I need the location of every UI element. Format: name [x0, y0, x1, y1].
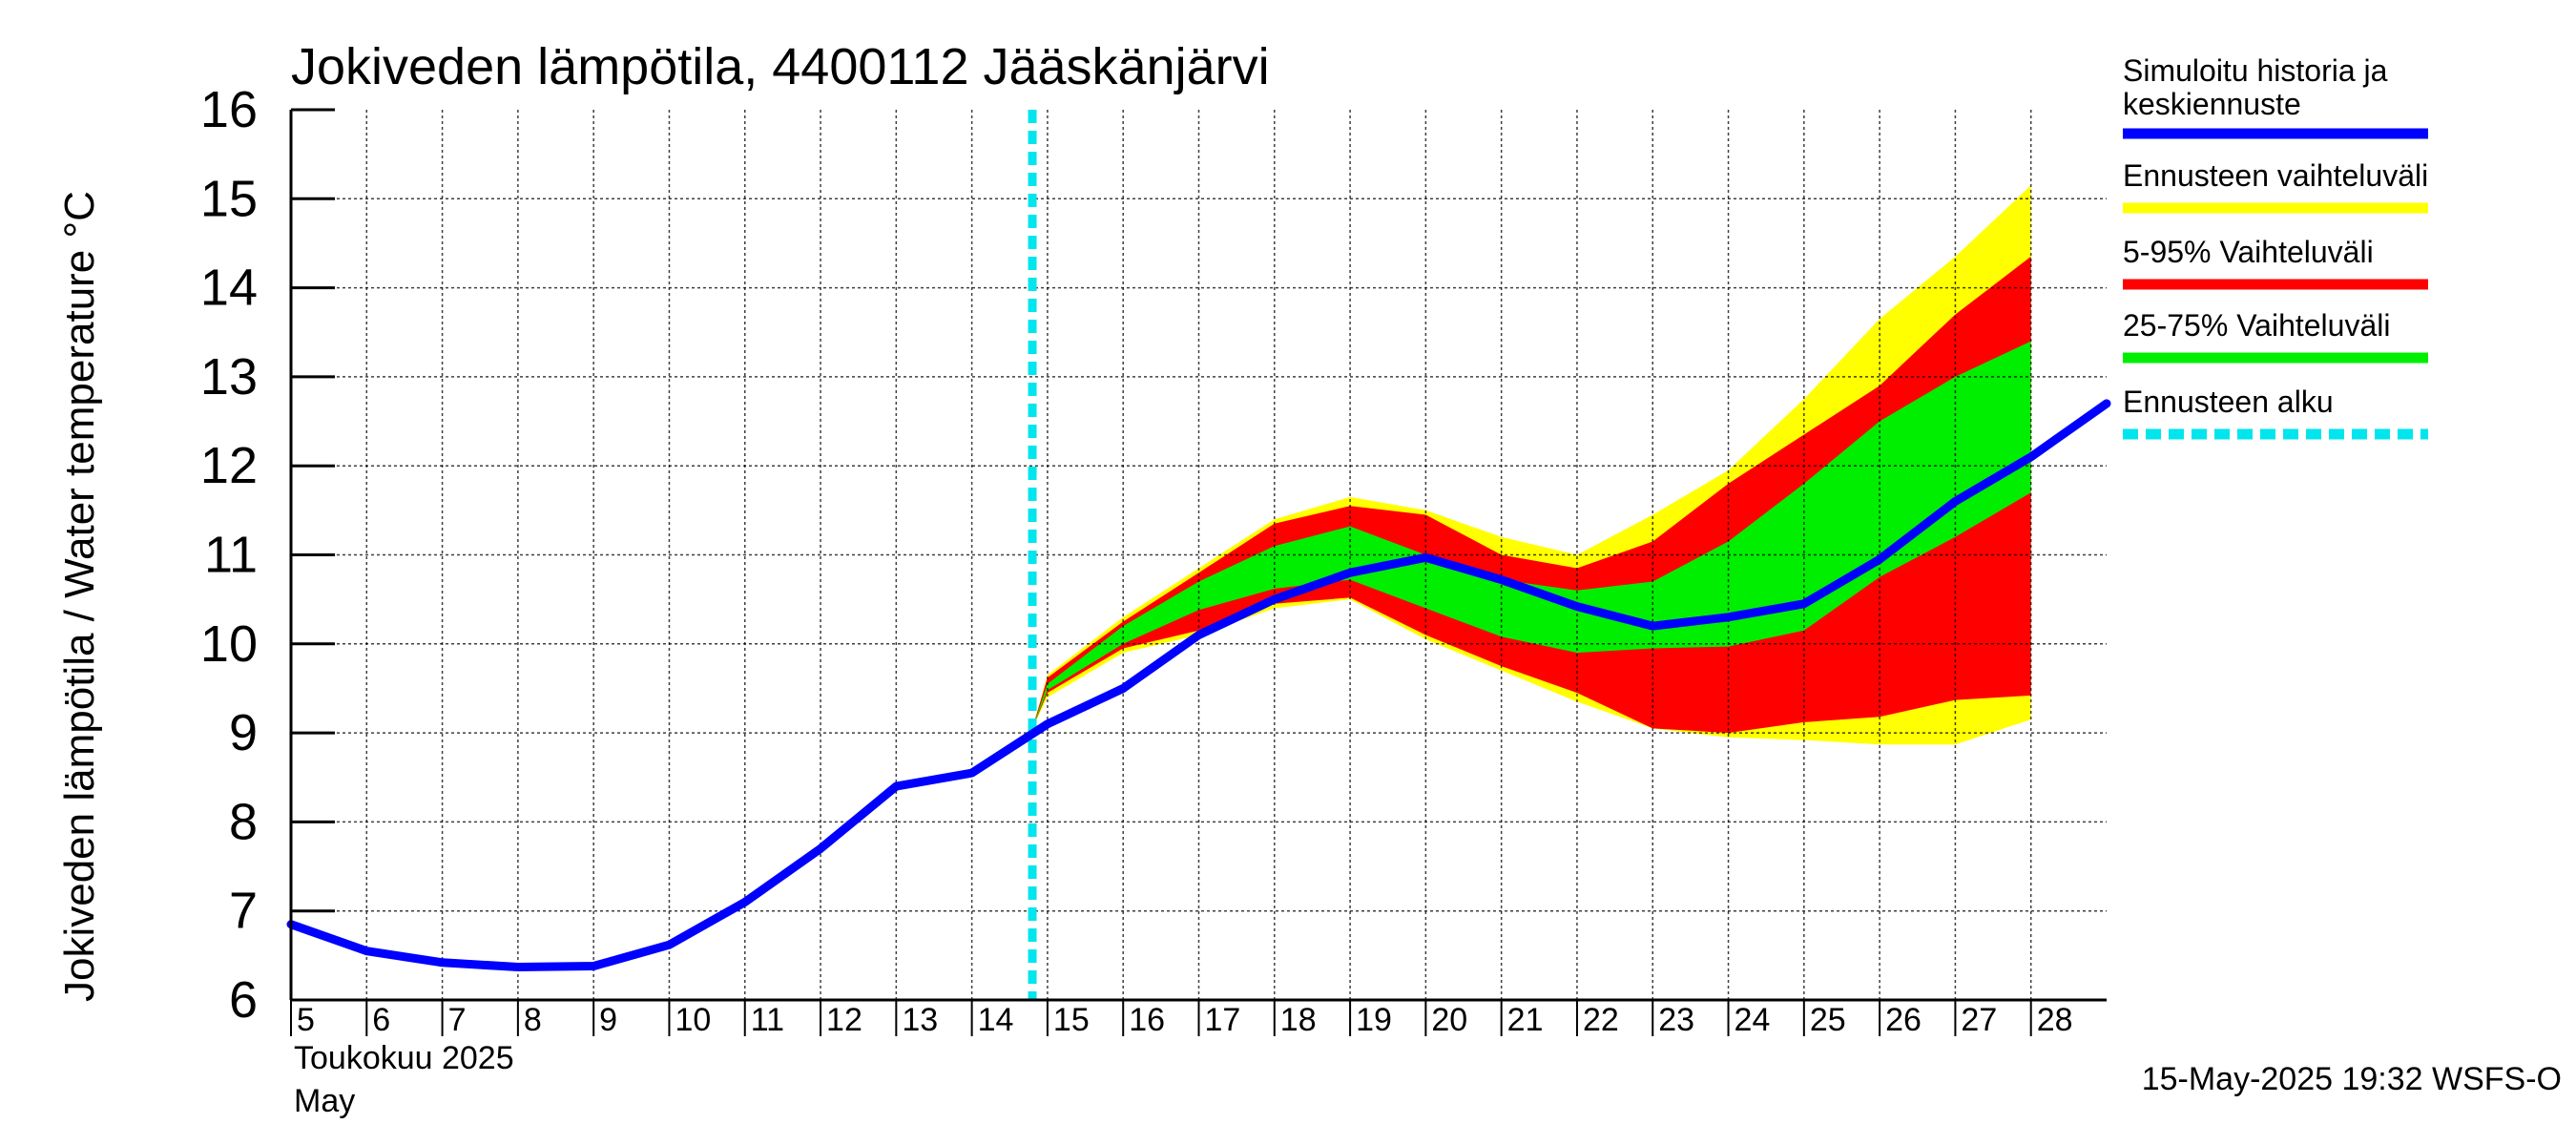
- legend-label-1-line2: keskiennuste: [2123, 87, 2301, 121]
- chart-title: Jokiveden lämpötila, 4400112 Jääskänjärv…: [291, 38, 1270, 95]
- series-layer: [286, 399, 2111, 971]
- y-tick-label: 15: [200, 170, 258, 227]
- x-tick-label: 9: [599, 1002, 617, 1038]
- y-tick-label: 8: [229, 793, 258, 850]
- x-tick-label: 18: [1280, 1002, 1317, 1038]
- x-tick-label: 24: [1735, 1002, 1771, 1038]
- legend-label-1: Simuloitu historia ja: [2123, 53, 2388, 88]
- legend-label-2: Ennusteen vaihteluväli: [2123, 158, 2428, 193]
- x-tick-label: 14: [978, 1002, 1014, 1038]
- x-tick-label: 21: [1507, 1002, 1544, 1038]
- y-tick-label: 7: [229, 883, 258, 940]
- x-tick-label: 6: [372, 1002, 390, 1038]
- legend-label-4: 25-75% Vaihteluväli: [2123, 308, 2390, 343]
- x-tick-label: 22: [1583, 1002, 1619, 1038]
- footer-timestamp: 15-May-2025 19:32 WSFS-O: [2142, 1061, 2562, 1097]
- y-tick-label: 16: [200, 81, 258, 138]
- month-label: Toukokuu 2025: [294, 1040, 514, 1076]
- x-tick-label: 27: [1961, 1002, 1997, 1038]
- x-tick-label: 15: [1053, 1002, 1090, 1038]
- x-tick-label: 20: [1431, 1002, 1467, 1038]
- x-tick-label: 5: [297, 1002, 315, 1038]
- x-tick-label: 7: [448, 1002, 467, 1038]
- y-tick-label: 14: [200, 260, 258, 317]
- band-3: [1032, 341, 2031, 729]
- x-tick-label: 11: [751, 1002, 784, 1038]
- y-tick-label: 12: [200, 437, 258, 494]
- x-tick-label: 12: [826, 1002, 862, 1038]
- x-tick-label: 16: [1129, 1002, 1165, 1038]
- x-tick-label: 23: [1658, 1002, 1694, 1038]
- forecast-bands: [1032, 185, 2031, 745]
- y-tick-label: 9: [229, 704, 258, 761]
- series-line-1: [286, 399, 2111, 971]
- y-tick-label: 10: [200, 615, 258, 673]
- x-tick-label: 10: [675, 1002, 711, 1038]
- y-tick-label: 11: [204, 527, 258, 584]
- x-tick-label: 26: [1885, 1002, 1922, 1038]
- x-tick-label: 19: [1356, 1002, 1392, 1038]
- y-tick-label: 13: [200, 348, 258, 406]
- tick-labels: 6 7 8 9 10 11 12 13 14 15 16 5 6 7 8 9 10 11 12 13 14 15 16 17 1…: [200, 81, 2073, 1038]
- y-tick-label: 6: [229, 971, 258, 1029]
- month-label-en: May: [294, 1083, 355, 1119]
- legend-label-3: 5-95% Vaihteluväli: [2123, 235, 2374, 269]
- x-tick-label: 13: [902, 1002, 938, 1038]
- y-axis-label: Jokiveden lämpötila / Water temperature …: [56, 191, 103, 1002]
- x-tick-label: 28: [2037, 1002, 2073, 1038]
- x-tick-label: 17: [1205, 1002, 1241, 1038]
- x-tick-label: 25: [1810, 1002, 1846, 1038]
- legend-label-5: Ennusteen alku: [2123, 385, 2334, 419]
- grid: [291, 110, 2107, 1000]
- x-tick-label: 8: [524, 1002, 542, 1038]
